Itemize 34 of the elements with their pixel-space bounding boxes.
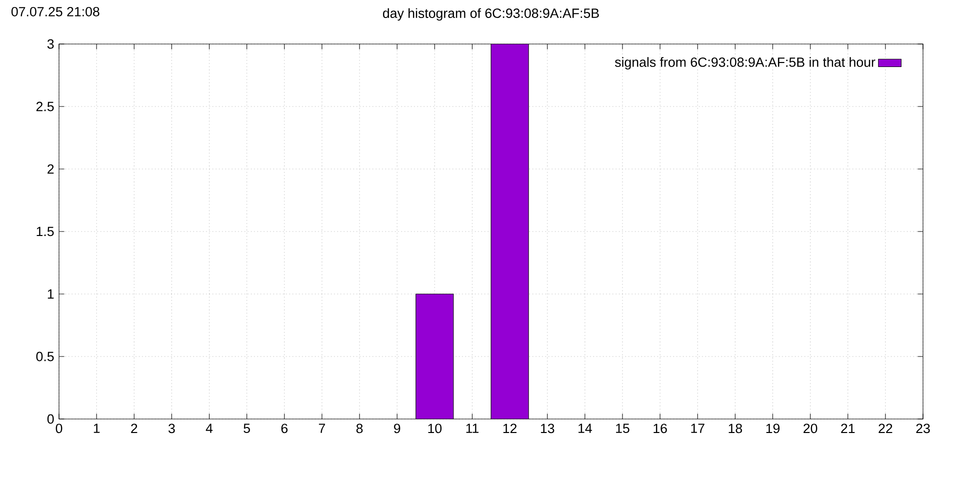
x-tick-label: 18 xyxy=(728,424,742,434)
y-tick-label: 1 xyxy=(48,289,54,299)
x-tick-label: 6 xyxy=(281,424,288,434)
chart-title: day histogram of 6C:93:08:9A:AF:5B xyxy=(382,8,599,21)
x-tick-label: 2 xyxy=(131,424,138,434)
x-tick-label: 9 xyxy=(394,424,400,434)
x-tick-label: 21 xyxy=(841,424,855,434)
x-tick-label: 8 xyxy=(356,424,363,434)
legend-label: signals from 6C:93:08:9A:AF:5B in that hour xyxy=(614,57,876,70)
x-tick-label: 20 xyxy=(804,424,818,434)
x-tick-label: 1 xyxy=(94,424,100,433)
y-tick-label: 2.5 xyxy=(36,102,54,112)
y-tick-label: 3 xyxy=(47,39,54,49)
y-tick-label: 0.5 xyxy=(36,352,54,362)
x-tick-label: 11 xyxy=(466,424,479,433)
x-tick-label: 17 xyxy=(691,424,704,433)
text: 07.07.25 21:08 xyxy=(11,6,100,16)
x-tick-label: 14 xyxy=(578,424,592,433)
x-tick-label: 7 xyxy=(318,424,326,433)
x-tick-label: 0 xyxy=(56,424,62,434)
x-tick-label: 12 xyxy=(503,424,517,434)
x-tick-label: 23 xyxy=(916,424,930,434)
x-tick-label: 5 xyxy=(244,424,250,434)
x-tick-label: 3 xyxy=(168,424,175,434)
y-tick-label: 0 xyxy=(47,414,54,424)
x-tick-label: 10 xyxy=(428,424,442,434)
x-tick-label: 16 xyxy=(654,424,667,434)
x-tick-label: 13 xyxy=(540,424,554,434)
x-tick-label: 15 xyxy=(616,424,630,434)
x-tick-label: 22 xyxy=(878,424,892,434)
x-tick-label: 19 xyxy=(766,424,780,434)
y-tick-label: 2 xyxy=(48,164,54,174)
y-tick-label: 1.5 xyxy=(36,226,54,236)
x-tick-label: 4 xyxy=(206,424,213,433)
